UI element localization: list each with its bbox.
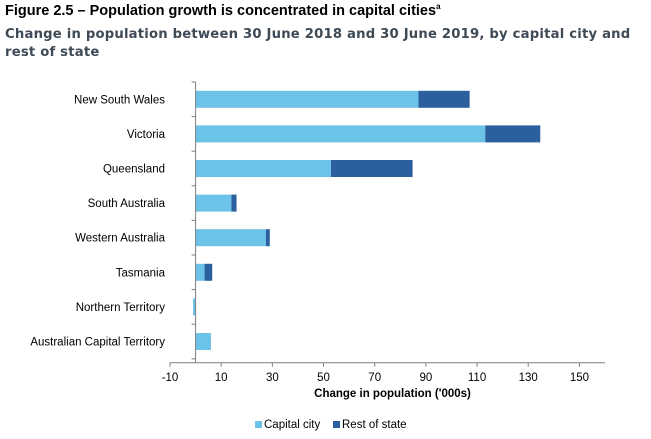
bar-rest-of-state [231,194,237,212]
category-label: Queensland [103,164,165,176]
bar-capital-city [195,160,331,177]
category-label: South Australia [88,198,166,210]
x-tick-label: 50 [317,372,330,384]
x-tick-label: 70 [368,372,381,384]
legend-label-rest-of-state: Rest of state [342,419,407,431]
category-label: Western Australia [75,233,166,245]
category-label: Victoria [127,129,166,141]
x-tick-label: 30 [266,372,279,384]
figure-title: Figure 2.5 – Population growth is concen… [5,2,441,19]
bar-rest-of-state [418,90,470,108]
bar-capital-city [195,90,419,108]
x-tick-label: 150 [570,372,589,384]
title-footnote-marker: a [436,2,441,11]
x-tick-label: 10 [215,372,228,384]
bar-rest-of-state [204,263,213,281]
bar-capital-city [193,298,196,316]
bar-capital-city [195,333,211,350]
category-label: Tasmania [116,267,166,279]
bar-rest-of-state [485,125,541,143]
legend-swatch-rest-of-state [333,421,340,428]
category-label: Northern Territory [76,302,166,314]
bar-rest-of-state [265,229,270,247]
x-tick-label: 130 [519,372,538,384]
x-axis-title: Change in population ('000s) [314,388,471,400]
bar-capital-city [195,229,266,247]
x-tick-label: 90 [419,372,432,384]
x-tick-label: 110 [468,372,486,384]
legend-swatch-capital-city [255,421,262,428]
bar-capital-city [195,263,205,281]
bar-rest-of-state [330,160,413,177]
bar-capital-city [195,194,232,212]
x-tick-label: -10 [162,372,179,384]
legend-label-capital-city: Capital city [264,419,320,431]
category-label: Australian Capital Territory [30,337,165,349]
bar-capital-city [195,125,486,143]
figure-subtitle: Change in population between 30 June 201… [5,27,631,60]
category-label: New South Wales [74,94,165,106]
